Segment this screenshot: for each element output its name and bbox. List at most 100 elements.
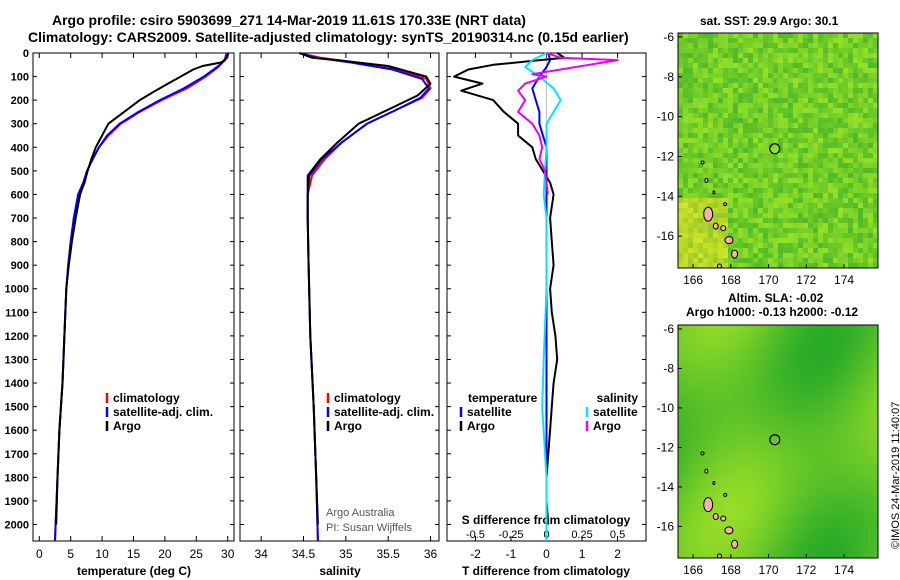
- series-salinity-argo-2: [517, 52, 619, 195]
- salinity-legend-label: satellite-adj. clim.: [334, 405, 434, 419]
- sst-lon-label: 172: [796, 273, 816, 287]
- sla-lon-label: 172: [796, 563, 816, 577]
- sla-map-title: Altim. SLA: -0.02: [728, 291, 824, 305]
- sla-lat-label: -14: [657, 480, 675, 494]
- sdiff-tick-label: 0.5: [610, 529, 625, 541]
- sst-lon-label: 170: [759, 273, 779, 287]
- sst-map-cells: [678, 33, 879, 269]
- depth-tick-label: 1100: [5, 307, 29, 319]
- sst-lat-label: -6: [663, 30, 674, 44]
- salinity-axis-label: salinity: [319, 564, 361, 578]
- sla-lat-label: -8: [663, 361, 674, 375]
- island-1-0: [703, 497, 714, 513]
- tdiff-tick-label: 1: [579, 547, 586, 561]
- island-1-9: [712, 480, 716, 485]
- depth-tick-label: 1700: [5, 449, 29, 461]
- tdiff-tick-label: -2: [470, 547, 481, 561]
- depth-tick-label: 2000: [5, 519, 29, 531]
- salinity-tick-label: 35.5: [377, 547, 401, 561]
- sst-float-marker: [769, 143, 781, 155]
- island-1-5: [717, 553, 723, 559]
- sst-lon-label: 174: [834, 273, 854, 287]
- sst-lat-label: -14: [657, 189, 675, 203]
- sst-lon-label: 166: [683, 273, 703, 287]
- diff-legend-sal-title: salinity: [597, 391, 639, 405]
- island-0-3: [720, 225, 727, 232]
- depth-tick-label: 100: [11, 72, 29, 84]
- island-1-3: [720, 515, 727, 522]
- sst-lat-label: -10: [657, 110, 675, 124]
- sst-map-frame: [677, 32, 879, 269]
- sla-lon-label: 174: [834, 563, 854, 577]
- depth-tick-label: 1000: [5, 284, 29, 296]
- series-argo-0: [55, 52, 230, 525]
- depth-tick-label: 500: [11, 166, 29, 178]
- island-0-1: [712, 222, 719, 230]
- sst-lon-label: 168: [721, 273, 741, 287]
- salinity-legend-label: climatology: [334, 391, 401, 405]
- island-1-4: [731, 539, 739, 549]
- island-1-7: [700, 451, 705, 456]
- depth-tick-label: 800: [11, 237, 29, 249]
- depth-tick-label: 700: [11, 213, 29, 225]
- title-line-1: Argo profile: csiro 5903699_271 14-Mar-2…: [52, 12, 526, 28]
- island-0-4: [731, 249, 739, 259]
- sla-lat-label: -12: [657, 440, 675, 454]
- temperature-legend-label: satellite-adj. clim.: [113, 405, 213, 419]
- diff-legend-sal-label: Argo: [593, 419, 621, 433]
- depth-tick-label: 1400: [5, 378, 29, 390]
- sla-lat-label: -6: [663, 322, 674, 336]
- depth-tick-label: 1300: [5, 354, 29, 366]
- tdiff-tick-label: -1: [506, 547, 517, 561]
- salinity-tick-label: 35: [339, 547, 353, 561]
- series-argo-1: [298, 52, 432, 525]
- sla-lon-label: 166: [683, 563, 703, 577]
- sla-lon-label: 170: [759, 563, 779, 577]
- island-0-0: [703, 206, 714, 222]
- salinity-tick-label: 34: [254, 547, 268, 561]
- depth-tick-label: 400: [11, 142, 29, 154]
- temperature-tick-label: 0: [36, 547, 43, 561]
- credit-line-2: PI: Susan Wijffels: [326, 522, 412, 534]
- temperature-tick-label: 5: [67, 547, 74, 561]
- diff-legend-temp-label: satellite: [467, 405, 512, 419]
- sla-lon-label: 168: [721, 563, 741, 577]
- depth-tick-label: 200: [11, 95, 29, 107]
- depth-tick-label: 1600: [5, 425, 29, 437]
- diff-legend-temp-label: Argo: [467, 419, 495, 433]
- sst-lat-label: -12: [657, 149, 675, 163]
- sdiff-tick-label: 0.25: [571, 529, 592, 541]
- sla-lat-label: -16: [657, 519, 675, 533]
- temperature-tick-label: 15: [127, 547, 141, 561]
- sst-lat-label: -16: [657, 229, 675, 243]
- depth-tick-label: 1200: [5, 331, 29, 343]
- sdiff-tick-label: -0.5: [466, 529, 485, 541]
- island-0-9: [712, 190, 716, 195]
- tdiff-tick-label: 0: [543, 547, 550, 561]
- title-line-2: Climatology: CARS2009. Satellite-adjuste…: [28, 29, 629, 45]
- series-climatology-0: [54, 52, 228, 542]
- salinity-legend-label: Argo: [334, 419, 362, 433]
- island-0-2: [724, 236, 734, 245]
- series-satellite-adj-clim--0: [54, 52, 229, 542]
- depth-tick-label: 300: [11, 119, 29, 131]
- salinity-tick-label: 36: [424, 547, 438, 561]
- depth-tick-label: 900: [11, 260, 29, 272]
- credit-line-1: Argo Australia: [326, 507, 395, 519]
- island-0-8: [723, 202, 728, 207]
- tdiff-tick-label: 2: [614, 547, 621, 561]
- sst-map-title: sat. SST: 29.9 Argo: 30.1: [700, 14, 839, 28]
- island-1-2: [724, 526, 734, 535]
- island-0-7: [700, 160, 705, 165]
- tdiff-axis-label: T difference from climatology: [462, 564, 630, 578]
- island-0-5: [717, 263, 723, 269]
- depth-tick-label: 1500: [5, 402, 29, 414]
- island-1-6: [704, 468, 709, 474]
- profile-panel-frame-1: [239, 52, 440, 542]
- depth-tick-label: 0: [23, 48, 29, 60]
- temperature-tick-label: 20: [158, 547, 172, 561]
- temperature-axis-label: temperature (deg C): [77, 564, 191, 578]
- diff-legend-sal-label: satellite: [593, 405, 638, 419]
- salinity-tick-label: 34.5: [292, 547, 316, 561]
